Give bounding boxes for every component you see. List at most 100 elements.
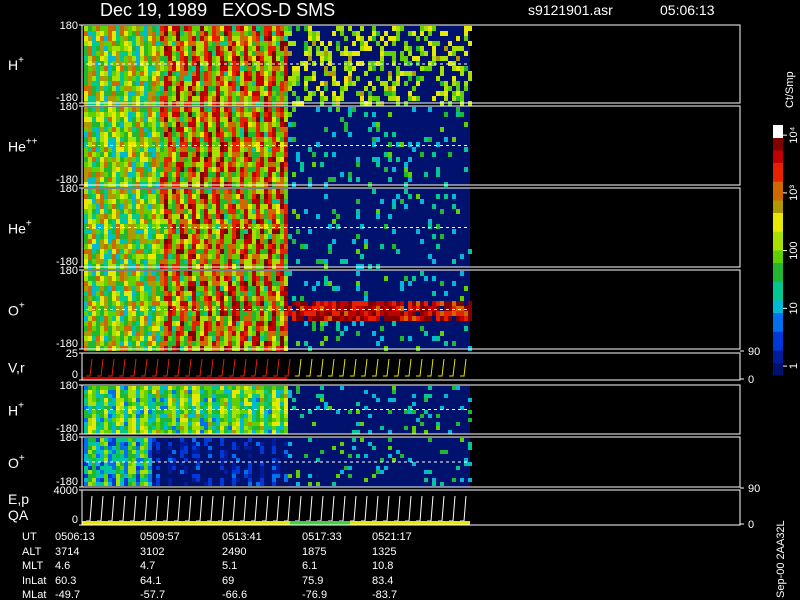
attitude-trace — [438, 358, 445, 377]
spectrogram-cell — [284, 96, 288, 101]
spectrogram-cell — [112, 410, 116, 414]
spectrogram-cell — [172, 41, 176, 46]
spectrogram-cell — [168, 410, 172, 414]
spectrogram-cell — [212, 172, 216, 177]
spectrogram-cell — [240, 172, 244, 177]
spectrogram-cell — [240, 276, 244, 281]
spectrogram-cell — [248, 142, 252, 147]
spectrogram-cell — [168, 296, 172, 301]
spectrogram-cell — [248, 224, 252, 229]
spectrogram-cell — [412, 402, 416, 406]
spectrogram-cell — [100, 147, 104, 152]
spectrogram-cell — [288, 306, 292, 311]
spectrogram-cell — [104, 46, 108, 51]
spectrogram-cell — [404, 426, 408, 430]
spectrogram-cell — [260, 394, 264, 398]
spectrogram-cell — [152, 239, 156, 244]
spectrogram-cell — [96, 470, 100, 474]
spectrogram-cell — [132, 194, 136, 199]
spectrogram-cell — [92, 167, 96, 172]
spectrogram-cell — [96, 56, 100, 61]
spectrogram-cell — [140, 336, 144, 341]
spectrogram-cell — [236, 167, 240, 172]
spectrogram-cell — [260, 219, 264, 224]
spectrogram-cell — [284, 81, 288, 86]
spectrogram-cell — [180, 147, 184, 152]
spectrogram-cell — [128, 172, 132, 177]
spectrogram-cell — [268, 406, 272, 410]
spectrogram-cell — [308, 56, 312, 61]
spectrogram-cell — [92, 470, 96, 474]
spectrogram-cell — [188, 291, 192, 296]
spectrogram-cell — [136, 301, 140, 306]
spectrogram-cell — [208, 259, 212, 264]
spectrogram-cell — [188, 157, 192, 162]
spectrogram-cell — [220, 132, 224, 137]
spectrogram-cell — [148, 56, 152, 61]
spectrogram-cell — [92, 406, 96, 410]
spectrogram-cell — [196, 56, 200, 61]
spectrogram-cell — [220, 194, 224, 199]
spectrogram-cell — [348, 56, 352, 61]
spectrogram-cell — [212, 127, 216, 132]
spectrogram-cell — [100, 157, 104, 162]
spectrogram-cell — [120, 234, 124, 239]
spectrogram-cell — [256, 281, 260, 286]
spectrogram-cell — [120, 291, 124, 296]
spectrogram-cell — [256, 271, 260, 276]
spectrogram-cell — [260, 76, 264, 81]
spectrogram-cell — [136, 321, 140, 326]
spectrogram-cell — [192, 406, 196, 410]
spectrogram-cell — [212, 147, 216, 152]
spectrogram-cell — [116, 336, 120, 341]
spectrogram-cell — [192, 301, 196, 306]
spectrogram-cell — [396, 311, 400, 316]
spectrogram-cell — [116, 466, 120, 470]
spectrogram-cell — [132, 418, 136, 422]
spectrogram-cell — [128, 390, 132, 394]
spectrogram-cell — [196, 167, 200, 172]
spectrogram-cell — [232, 301, 236, 306]
spectrogram-cell — [136, 66, 140, 71]
spectrogram-cell — [104, 172, 108, 177]
spectrogram-cell — [112, 229, 116, 234]
spectrogram-cell — [132, 402, 136, 406]
spectrogram-cell — [92, 254, 96, 259]
spectrogram-cell — [152, 259, 156, 264]
spectrogram-cell — [148, 204, 152, 209]
spectrogram-cell — [232, 91, 236, 96]
spectrogram-cell — [248, 259, 252, 264]
spectrogram-cell — [244, 172, 248, 177]
spectrogram-cell — [104, 306, 108, 311]
spectrogram-cell — [176, 239, 180, 244]
spectrogram-cell — [456, 306, 460, 311]
spectrogram-cell — [96, 482, 100, 486]
spectrogram-cell — [140, 474, 144, 478]
spectrogram-cell — [284, 244, 288, 249]
spectrogram-cell — [388, 430, 392, 434]
spectrogram-cell — [132, 286, 136, 291]
spectrogram-cell — [232, 152, 236, 157]
spectrogram-cell — [104, 249, 108, 254]
spectrogram-cell — [88, 117, 92, 122]
spectrogram-cell — [432, 204, 436, 209]
spectrogram-cell — [256, 224, 260, 229]
spectrogram-cell — [280, 112, 284, 117]
spectrogram-cell — [136, 478, 140, 482]
spectrogram-cell — [324, 66, 328, 71]
spectrogram-cell — [144, 152, 148, 157]
spectrogram-cell — [124, 446, 128, 450]
spectrogram-cell — [284, 36, 288, 41]
spectrogram-cell — [328, 306, 332, 311]
spectrogram-cell — [128, 426, 132, 430]
spectrogram-cell — [240, 426, 244, 430]
spectrogram-cell — [444, 86, 448, 91]
spectrogram-cell — [148, 386, 152, 390]
spectrogram-cell — [280, 157, 284, 162]
spectrogram-cell — [216, 296, 220, 301]
spectrogram-cell — [280, 229, 284, 234]
spectrogram-cell — [276, 249, 280, 254]
spectrogram-cell — [144, 482, 148, 486]
spectrogram-cell — [92, 430, 96, 434]
spectrogram-cell — [128, 162, 132, 167]
